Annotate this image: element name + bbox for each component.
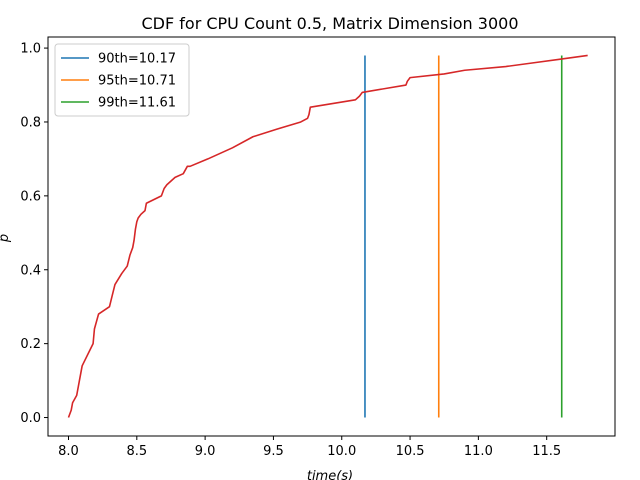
chart-title: CDF for CPU Count 0.5, Matrix Dimension …	[141, 14, 518, 33]
x-tick-label: 8.5	[126, 444, 147, 459]
x-tick-label: 9.0	[195, 444, 216, 459]
y-tick-label: 0.2	[20, 337, 41, 352]
y-axis-label: p	[0, 234, 12, 243]
x-axis-label: time(s)	[307, 469, 353, 480]
plot-area	[67, 54, 588, 418]
legend-entry: 90th=10.17	[98, 52, 176, 67]
cdf-curve	[67, 54, 588, 418]
x-tick-label: 9.5	[263, 444, 284, 459]
x-tick-label: 11.5	[532, 444, 561, 459]
axes-frame	[47, 36, 616, 437]
x-tick-label: 8.0	[58, 444, 79, 459]
legend-box	[54, 43, 190, 117]
x-tick-label: 10.0	[327, 444, 356, 459]
x-axis: 8.0 8.5 9.0 9.5 10.0 10.5 11.0 11.5	[58, 436, 561, 459]
y-tick-label: 0.4	[20, 263, 41, 278]
legend-entry: 99th=11.61	[98, 96, 176, 111]
y-tick-label: 0.8	[20, 115, 41, 130]
x-tick-label: 11.0	[464, 444, 493, 459]
legend-entry: 95th=10.71	[98, 74, 176, 89]
legend: 90th=10.17 95th=10.71 99th=11.61	[54, 43, 190, 117]
y-tick-label: 0.6	[20, 189, 41, 204]
y-tick-label: 1.0	[20, 42, 41, 57]
y-tick-label: 0.0	[20, 411, 41, 426]
x-tick-label: 10.5	[396, 444, 425, 459]
y-axis: 0.0 0.2 0.4 0.6 0.8 1.0	[20, 42, 48, 426]
